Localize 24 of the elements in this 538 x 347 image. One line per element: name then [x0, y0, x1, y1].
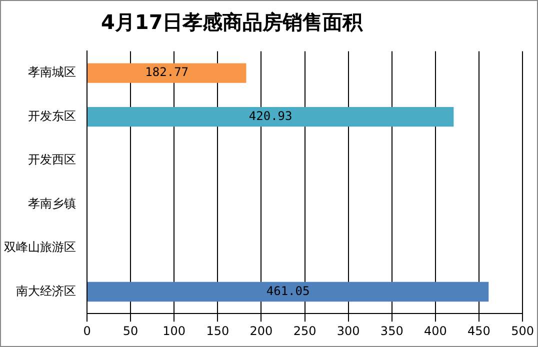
data-label: 182.77	[145, 65, 189, 80]
y-tick-label: 开发西区	[28, 152, 76, 167]
data-label: 461.05	[266, 284, 310, 298]
y-tick-label: 孝南乡镇	[28, 196, 76, 210]
x-tick-label: 350	[380, 324, 404, 338]
x-tick-label: 150	[206, 324, 230, 338]
x-tick-label: 300	[336, 324, 360, 338]
x-tick-label: 450	[468, 324, 490, 338]
x-tick-label: 500	[511, 324, 534, 338]
y-tick-label: 开发东区	[28, 108, 76, 123]
bar	[88, 63, 246, 83]
y-tick-label: 双峰山旅游区	[4, 240, 76, 254]
y-tick-label: 孝南城区	[28, 65, 76, 80]
chart-title: 4月17日孝感商品房销售面积	[101, 9, 363, 36]
x-tick-label: 200	[250, 324, 273, 338]
x-tick-label: 0	[83, 324, 91, 338]
x-tick-label: 50	[122, 324, 138, 338]
x-tick-label: 100	[162, 324, 186, 338]
x-tick-label: 400	[424, 324, 447, 338]
data-label: 420.93	[248, 108, 292, 123]
y-tick-label: 南大经济区	[16, 284, 76, 298]
x-tick-label: 250	[293, 324, 316, 338]
bar	[88, 282, 489, 302]
bar	[88, 106, 454, 127]
